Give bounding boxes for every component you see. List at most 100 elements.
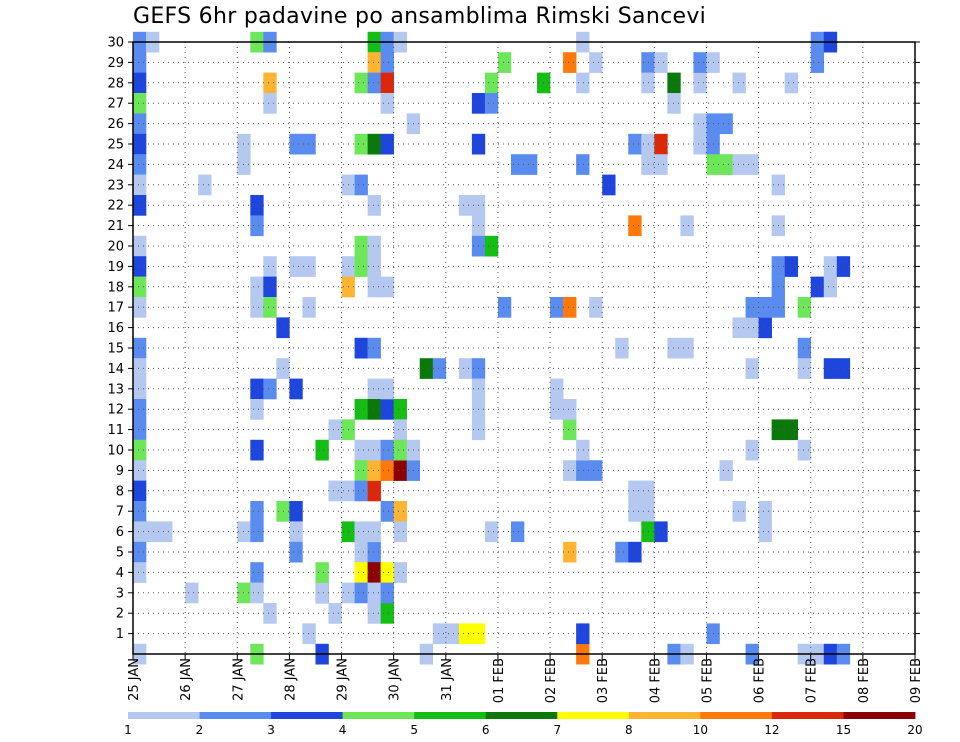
- heatmap-cell: [576, 460, 590, 481]
- x-tick-label: 26 JAN: [179, 658, 194, 701]
- heatmap-cell: [302, 623, 316, 645]
- heatmap-cell: [589, 52, 603, 73]
- heatmap-cell: [732, 317, 746, 339]
- heatmap-cell: [550, 378, 564, 400]
- heatmap-cell: [133, 501, 147, 522]
- y-tick-label: 14: [107, 362, 124, 377]
- heatmap-cell: [589, 297, 603, 318]
- y-tick-label: 25: [107, 138, 124, 153]
- heatmap-cell: [354, 521, 368, 543]
- legend-swatch: [128, 712, 200, 719]
- heatmap-cell: [497, 297, 512, 318]
- legend-label: 2: [196, 723, 204, 737]
- heatmap-cell: [133, 276, 147, 298]
- heatmap-cell: [367, 195, 381, 216]
- heatmap-cell: [354, 562, 368, 583]
- heatmap-cell: [563, 52, 577, 73]
- heatmap-cell: [198, 174, 212, 196]
- heatmap-cell: [823, 276, 838, 298]
- heatmap-cell: [550, 297, 564, 318]
- heatmap-cell: [823, 358, 838, 379]
- heatmap-cell: [393, 501, 407, 522]
- y-tick-label: 30: [107, 36, 124, 51]
- x-tick-label: 02 FEB: [544, 658, 559, 703]
- heatmap-cells: [133, 31, 851, 665]
- legend-label: 5: [410, 723, 418, 737]
- heatmap-cell: [302, 133, 316, 155]
- heatmap-cell: [641, 133, 655, 155]
- x-tick-label: 30 JAN: [388, 658, 403, 701]
- heatmap-cell: [693, 113, 707, 135]
- heatmap-cell: [784, 256, 798, 277]
- heatmap-cell: [133, 72, 147, 94]
- y-tick-label: 15: [107, 342, 124, 357]
- x-tick-label: 06 FEB: [753, 658, 768, 703]
- heatmap-cell: [810, 52, 825, 73]
- heatmap-cell: [367, 133, 381, 155]
- heatmap-cell: [367, 276, 381, 298]
- heatmap-cell: [641, 480, 655, 502]
- heatmap-cell: [133, 521, 147, 543]
- heatmap-cell: [641, 52, 655, 73]
- legend-swatch: [199, 712, 272, 719]
- y-tick-label: 22: [107, 199, 124, 214]
- heatmap-cell: [146, 521, 160, 543]
- heatmap-cell: [289, 378, 303, 400]
- heatmap-cell: [667, 72, 681, 94]
- heatmap-cell: [133, 541, 147, 563]
- heatmap-cell: [133, 195, 147, 216]
- heatmap-cell: [315, 439, 329, 461]
- y-tick-label: 20: [107, 240, 124, 255]
- heatmap-cell: [393, 562, 407, 583]
- heatmap-cell: [380, 276, 394, 298]
- heatmap-cell: [354, 399, 368, 420]
- heatmap-cell: [432, 623, 447, 645]
- heatmap-cell: [380, 460, 394, 481]
- y-tick-label: 17: [107, 301, 124, 316]
- heatmap-cell: [654, 133, 668, 155]
- heatmap-cell: [576, 439, 590, 461]
- heatmap-cell: [354, 174, 368, 196]
- heatmap-cell: [393, 399, 407, 420]
- heatmap-cell: [133, 337, 147, 359]
- y-tick-label: 7: [116, 505, 124, 520]
- legend-swatch: [342, 712, 415, 719]
- heatmap-cell: [693, 72, 707, 94]
- heatmap-cell: [445, 623, 460, 645]
- heatmap-cell: [732, 501, 746, 522]
- legend-swatch: [271, 712, 344, 719]
- heatmap-cell: [797, 297, 812, 318]
- heatmap-cell: [250, 582, 264, 604]
- heatmap-cell: [393, 521, 407, 543]
- heatmap-cell: [641, 72, 655, 94]
- color-legend: 1 2 3 4 5 6 7 8 10 12 15 20: [124, 712, 923, 737]
- y-tick-label: 4: [116, 566, 124, 581]
- heatmap-cell: [380, 399, 394, 420]
- y-axis: 1234567891011121314151617181920212223242…: [107, 36, 920, 642]
- heatmap-cell: [354, 235, 368, 257]
- heatmap-cell: [667, 337, 681, 359]
- heatmap-cell: [615, 541, 629, 563]
- heatmap-cell: [641, 501, 655, 522]
- heatmap-cell: [289, 133, 303, 155]
- heatmap-cell: [693, 133, 707, 155]
- heatmap-cell: [732, 154, 746, 175]
- heatmap-cell: [732, 72, 746, 94]
- y-tick-label: 10: [107, 444, 124, 459]
- chart-title: GEFS 6hr padavine po ansamblima Rimski S…: [133, 4, 707, 29]
- heatmap-cell: [380, 501, 394, 522]
- heatmap-cell: [263, 256, 277, 277]
- heatmap-cell: [380, 562, 394, 583]
- x-tick-label: 27 JAN: [231, 658, 246, 701]
- heatmap-cell: [367, 72, 381, 94]
- legend-swatch: [700, 712, 773, 719]
- legend-swatch: [771, 712, 844, 719]
- heatmap-cell: [354, 480, 368, 502]
- x-tick-label: 08 FEB: [857, 658, 872, 703]
- x-tick-label: 05 FEB: [701, 658, 716, 703]
- heatmap-cell: [719, 460, 733, 481]
- heatmap-cell: [628, 501, 642, 522]
- heatmap-cell: [510, 154, 525, 175]
- heatmap-cell: [133, 154, 147, 175]
